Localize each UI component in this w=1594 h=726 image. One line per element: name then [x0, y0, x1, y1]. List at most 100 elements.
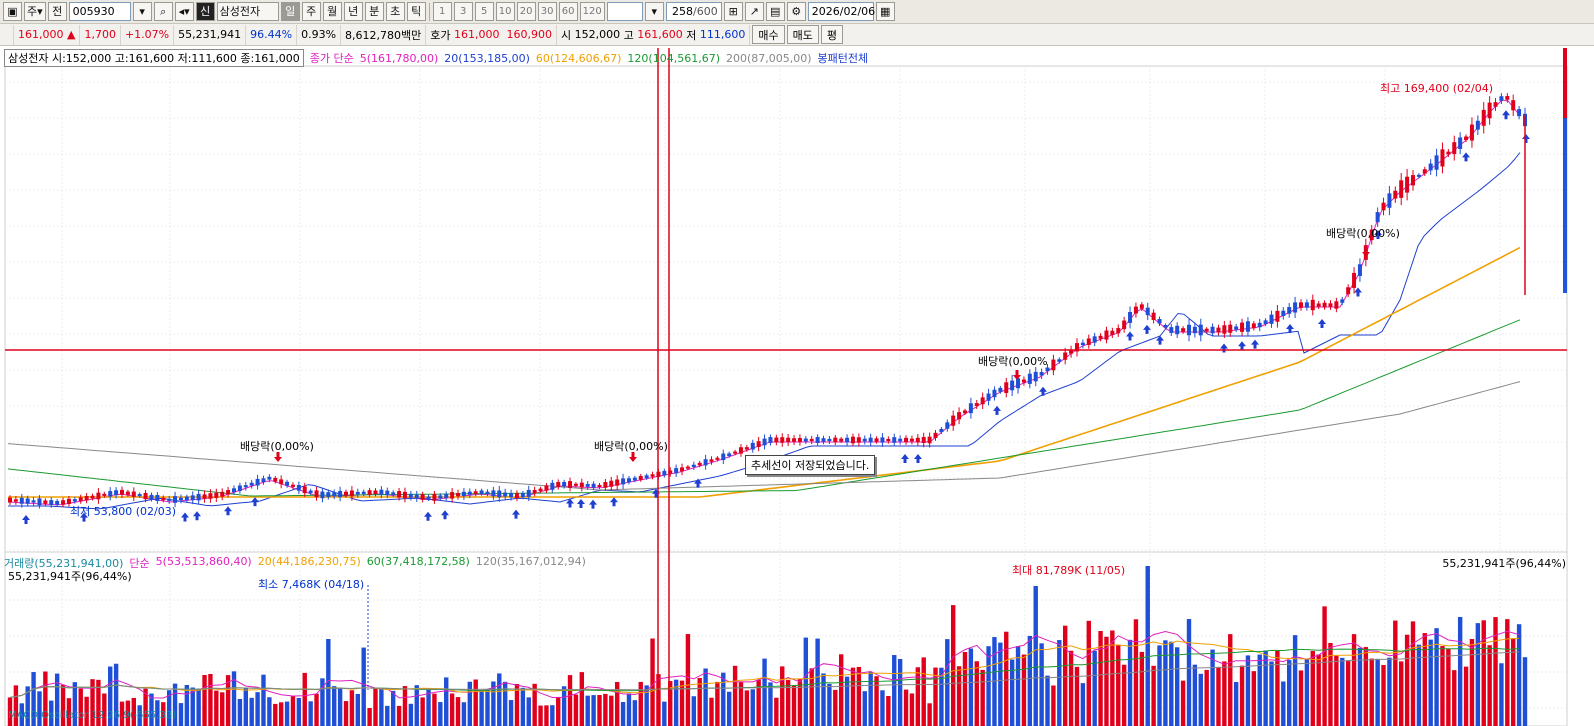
stock-code-input[interactable]: 005930	[68, 2, 131, 21]
volume-bar	[556, 697, 561, 726]
period-tab-day[interactable]: 일	[280, 2, 300, 21]
volume-bar	[102, 693, 107, 726]
volume-bar	[196, 688, 201, 726]
vol-ma20-legend[interactable]: 20(44,186,230,75)	[257, 555, 361, 568]
volume-ratio: 96.44%	[246, 24, 298, 45]
volume-bar	[231, 671, 237, 726]
volume-ma-lines	[9, 630, 1520, 699]
ohlc-legend[interactable]: 삼성전자 시:152,000 고:161,600 저:111,600 종:161…	[4, 49, 304, 67]
ma200-legend[interactable]: 200(87,005,00)	[725, 51, 812, 65]
ma120-legend[interactable]: 120(104,561,67)	[627, 51, 720, 65]
vol-ma120-legend[interactable]: 120(35,167,012,94)	[475, 555, 586, 568]
candle	[1251, 323, 1256, 329]
calendar-icon[interactable]: ▦	[875, 2, 895, 21]
volume-bar	[149, 693, 154, 726]
quote-bar-handle	[0, 24, 14, 45]
vol-ma5-legend[interactable]: 5(53,513,860,40)	[155, 555, 252, 568]
volume-bar	[1499, 663, 1504, 726]
stock-name-display: 삼성전자	[216, 2, 279, 21]
candle	[1257, 322, 1262, 328]
prev-button[interactable]: 전	[47, 2, 67, 21]
candle	[78, 497, 83, 502]
chart-tools-icon[interactable]: ⊞	[723, 2, 743, 21]
candle	[55, 500, 60, 505]
period-tab-minute[interactable]: 분	[364, 2, 384, 21]
volume-bar	[202, 674, 207, 726]
dividend-arrow	[1013, 370, 1021, 380]
buy-button[interactable]: 매수	[752, 25, 785, 44]
right-scale-bar-range[interactable]	[1563, 118, 1567, 293]
period-tab-month[interactable]: 월	[322, 2, 342, 21]
period-tab-week[interactable]: 주	[301, 2, 321, 21]
data-count-input[interactable]: 258/600	[665, 2, 722, 21]
candle	[1440, 149, 1445, 167]
candle	[1086, 338, 1091, 345]
candle	[143, 492, 148, 500]
volume-bar	[1104, 636, 1109, 726]
pattern-legend[interactable]: 봉패턴전체	[817, 52, 869, 65]
minute-30[interactable]: 30	[537, 2, 557, 21]
volume-bar	[962, 651, 968, 726]
search-icon[interactable]: ⌕	[153, 2, 173, 21]
candle	[904, 437, 909, 443]
minute-120[interactable]: 120	[579, 2, 605, 21]
avg-button[interactable]: 평	[820, 25, 844, 44]
volume-bar	[1263, 650, 1268, 726]
ask-price: 161,000	[454, 28, 500, 41]
volume-bar	[1222, 661, 1227, 726]
candle	[1410, 175, 1415, 186]
volume-bar	[892, 655, 897, 726]
interval-dropdown-icon[interactable]: ▾	[644, 2, 664, 21]
custom-interval-input[interactable]	[606, 2, 643, 21]
price-legend: 삼성전자 시:152,000 고:161,600 저:111,600 종:161…	[4, 49, 869, 67]
vol-ma60-legend[interactable]: 60(37,418,172,58)	[366, 555, 470, 568]
minute-10[interactable]: 10	[495, 2, 515, 21]
volume-bar	[237, 698, 243, 726]
date-input[interactable]: 2026/02/06	[807, 2, 875, 21]
volume-bar	[1363, 647, 1369, 726]
settings-gear-icon[interactable]: ⚙	[786, 2, 806, 21]
volume-bar	[1169, 641, 1174, 726]
period-tab-tick[interactable]: 틱	[406, 2, 426, 21]
volume-bar	[84, 696, 89, 726]
candle	[951, 415, 956, 426]
candle	[161, 497, 166, 501]
sound-icon[interactable]: ◂▾	[174, 2, 194, 21]
period-tab-year[interactable]: 년	[343, 2, 363, 21]
minute-3[interactable]: 3	[453, 2, 473, 21]
window-menu-icon[interactable]: ▣	[3, 2, 22, 21]
sell-button[interactable]: 매도	[786, 25, 819, 44]
volume-bar	[1039, 643, 1044, 726]
candle	[568, 481, 573, 488]
turnover-pct: 0.93%	[297, 24, 342, 45]
volume-bar	[1440, 646, 1445, 726]
stock-name: 삼성전자	[219, 5, 261, 18]
volume-bar	[1151, 665, 1156, 726]
candle	[1074, 343, 1079, 352]
ma20-legend[interactable]: 20(153,185,00)	[444, 51, 530, 65]
minute-1[interactable]: 1	[432, 2, 452, 21]
volume-bars	[7, 566, 1528, 726]
period-select[interactable]: 주 ▾	[24, 2, 46, 21]
candle	[249, 482, 254, 486]
ma60-legend[interactable]: 60(124,606,67)	[535, 51, 622, 65]
candle	[509, 493, 514, 498]
volume-bar	[1328, 642, 1333, 726]
code-dropdown-icon[interactable]: ▾	[132, 2, 152, 21]
volume-bar	[373, 687, 378, 726]
candle	[1352, 272, 1357, 288]
ma5-legend[interactable]: 5(161,780,00)	[359, 51, 439, 65]
stock-chart[interactable]	[0, 48, 1594, 726]
trendline-icon[interactable]: ↗	[744, 2, 764, 21]
volume-legend-value[interactable]: 거래량(55,231,941,00)	[4, 557, 124, 570]
volume-bar	[1287, 660, 1292, 726]
save-icon[interactable]: ▤	[765, 2, 785, 21]
volume-bar	[803, 637, 809, 726]
period-tab-second[interactable]: 초	[385, 2, 405, 21]
volume-bar	[349, 690, 355, 726]
buy-signal-arrow	[1238, 341, 1246, 351]
buy-signal-arrow	[1462, 152, 1470, 162]
minute-20[interactable]: 20	[516, 2, 536, 21]
minute-60[interactable]: 60	[558, 2, 578, 21]
minute-5[interactable]: 5	[474, 2, 494, 21]
